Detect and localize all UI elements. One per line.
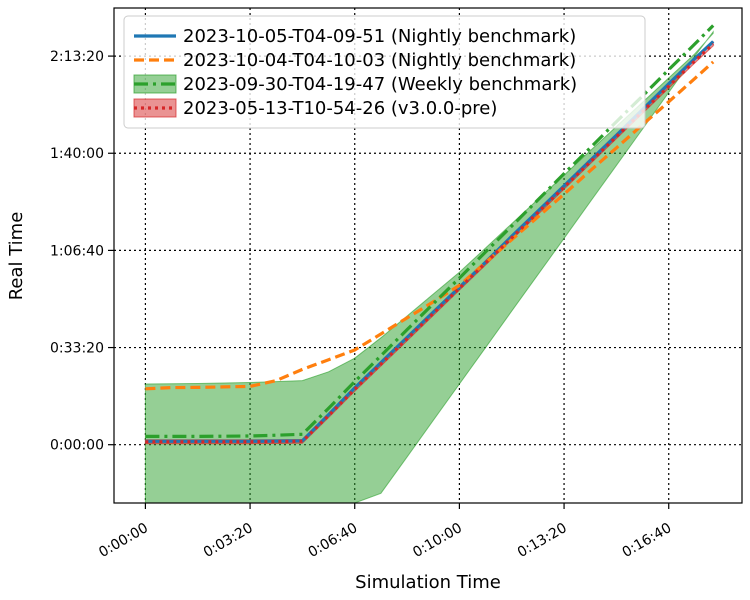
legend-entry-label: 2023-05-13-T10-54-26 (v3.0.0-pre) xyxy=(183,98,497,119)
legend: 2023-10-05-T04-09-51 (Nightly benchmark)… xyxy=(123,15,646,129)
y-tick-label: 1:40:00 xyxy=(50,146,104,162)
series-2-band xyxy=(144,30,714,503)
plot-frame xyxy=(113,7,743,504)
y-tick-label: 0:00:00 xyxy=(50,438,104,454)
x-axis-title: Simulation Time xyxy=(355,572,501,593)
y-tick-label: 2:13:20 xyxy=(50,49,104,65)
y-tick-label: 0:33:20 xyxy=(50,341,104,357)
legend-box xyxy=(123,15,646,129)
legend-entry-label: 2023-10-05-T04-09-51 (Nightly benchmark) xyxy=(183,26,576,47)
legend-entry-label: 2023-10-04-T04-10-03 (Nightly benchmark) xyxy=(183,50,576,71)
legend-entry-label: 2023-09-30-T04-19-47 (Weekly benchmark) xyxy=(183,74,577,95)
y-tick-label: 1:06:40 xyxy=(50,243,104,259)
y-axis-ticks: 0:00:00 0:33:20 1:06:40 1:40:00 2:13:20 xyxy=(50,49,114,454)
y-axis-title: Real Time xyxy=(6,212,27,301)
